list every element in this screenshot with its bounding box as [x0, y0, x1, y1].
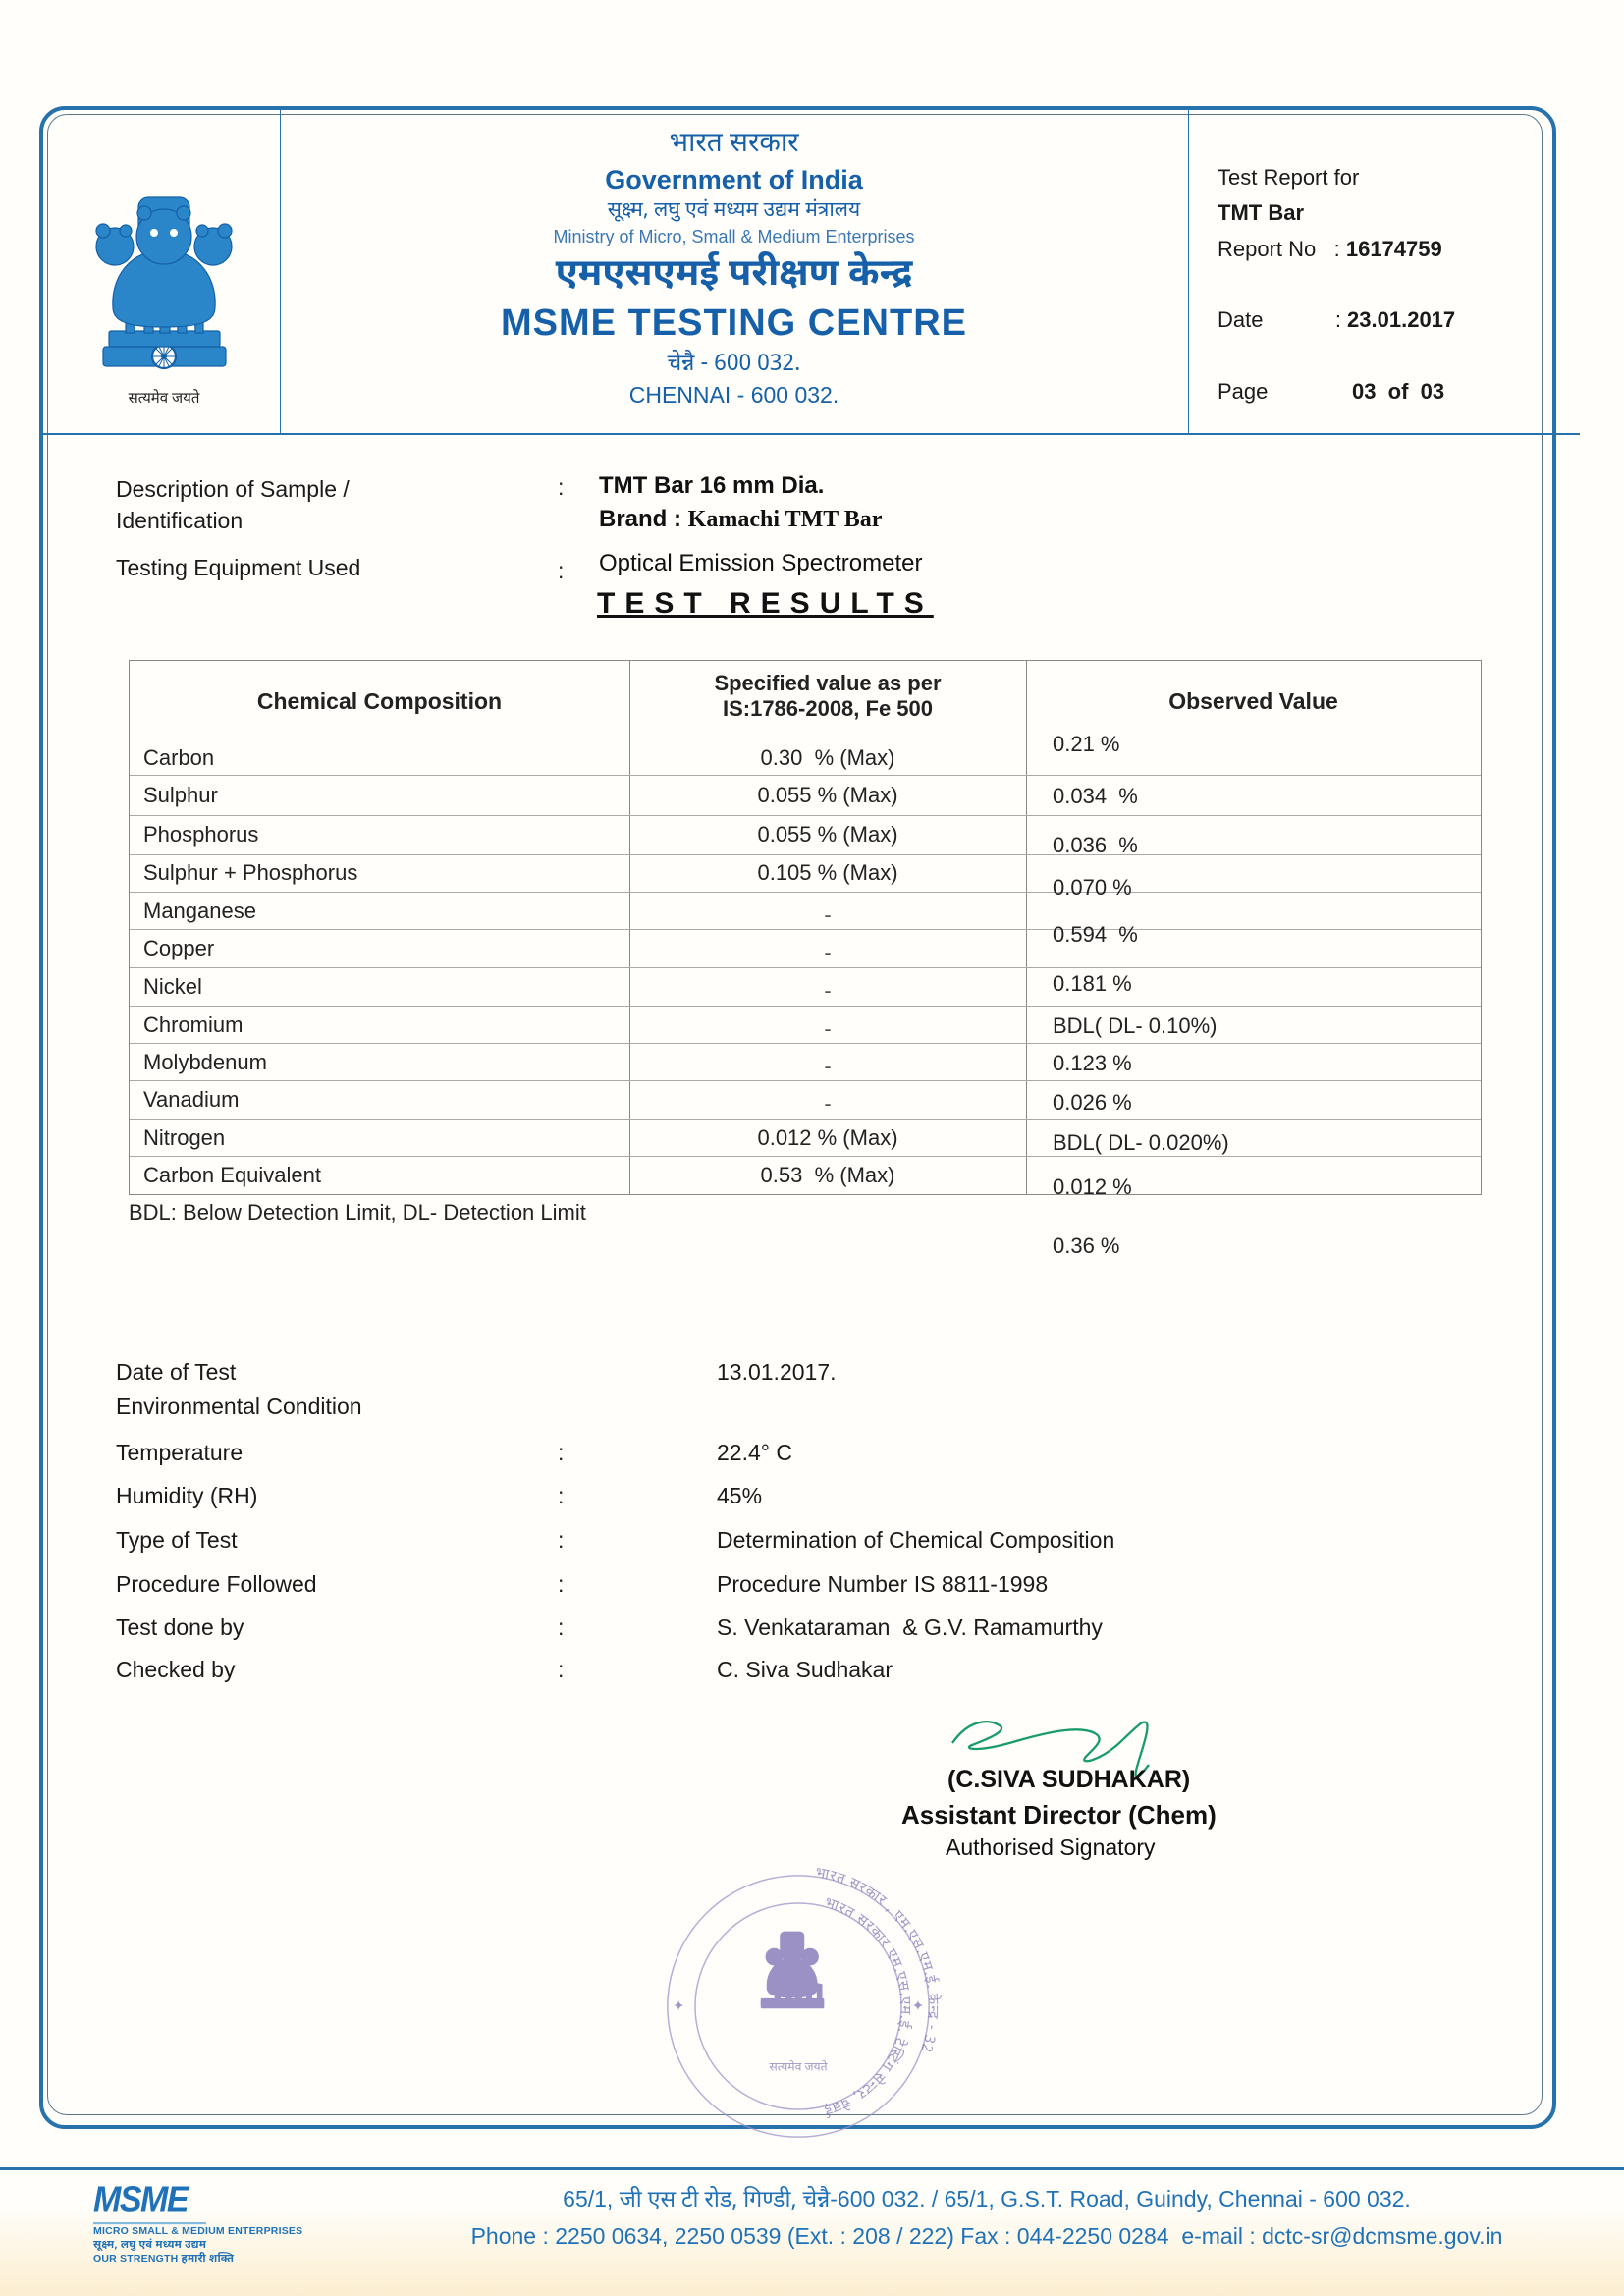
svg-text:भारत सरकार , एम.एस.एम.ई. केन्द: भारत सरकार , एम.एस.एम.ई. केन्द्र - 32	[814, 1864, 944, 2055]
svg-text:सत्यमेव जयते: सत्यमेव जयते	[769, 2059, 828, 2076]
svg-text:✦: ✦	[912, 1998, 925, 2015]
svg-text:✦: ✦	[673, 1998, 685, 2015]
